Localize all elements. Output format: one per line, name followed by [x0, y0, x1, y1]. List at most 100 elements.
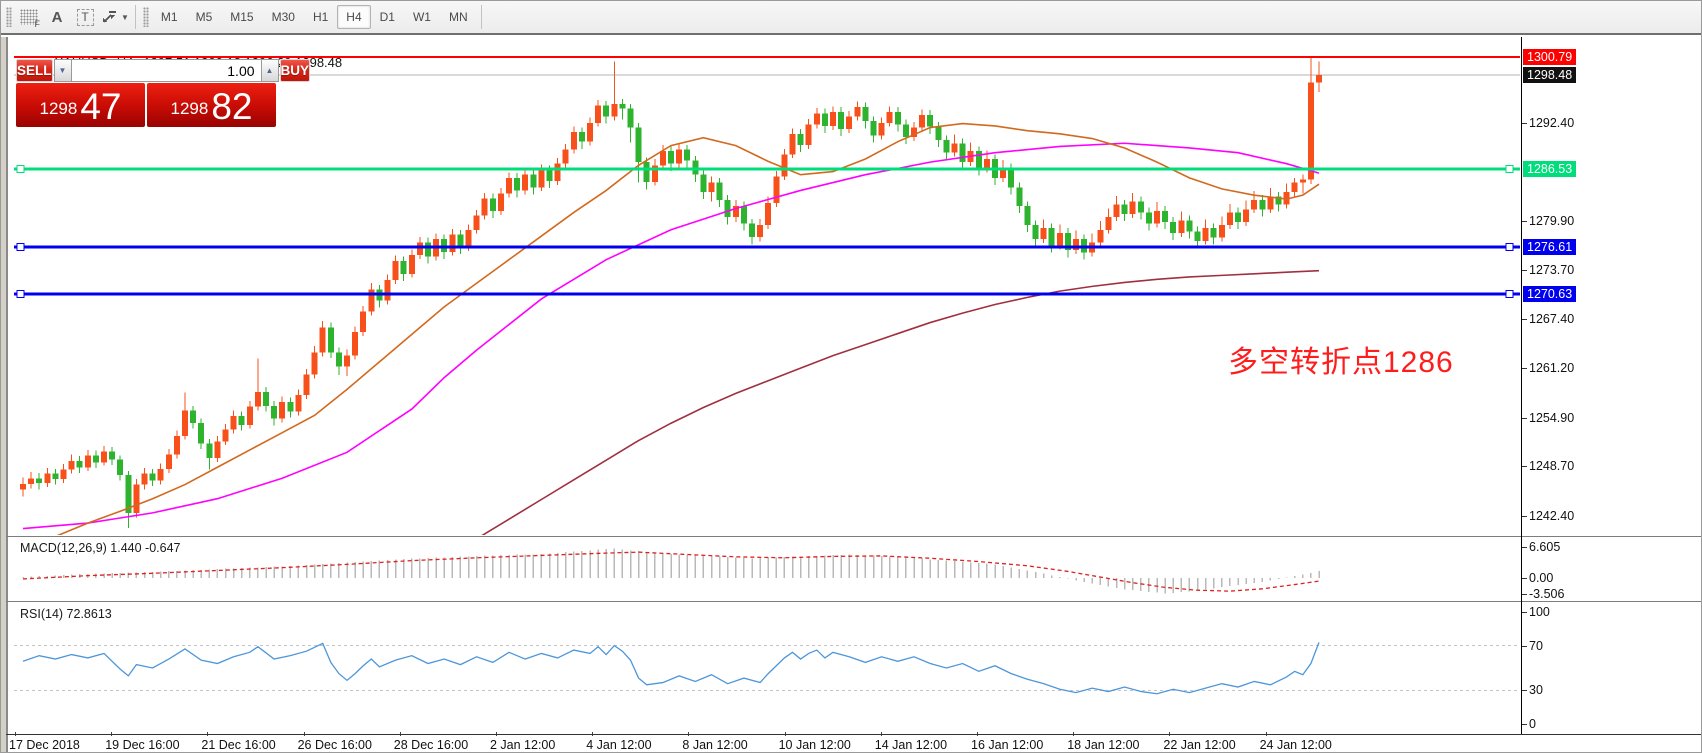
timeframe-button-H1[interactable]: H1: [312, 10, 329, 24]
timeframe-button-MN[interactable]: MN: [448, 10, 468, 24]
line-handle: [1505, 242, 1514, 252]
macd-panel-canvas[interactable]: [14, 538, 1520, 601]
scale-tick: [1522, 319, 1527, 321]
price-scale-label: 1261.20: [1529, 361, 1575, 376]
timeframe-button-H4[interactable]: H4: [337, 5, 371, 29]
buy-price-display: 1298 82: [147, 83, 276, 127]
time-axis-label: 17 Dec 2018: [9, 738, 80, 752]
window-frame: [6, 37, 8, 752]
text-a-icon: A: [51, 8, 63, 26]
rsi-line: [22, 642, 1320, 695]
rsi-panel-canvas[interactable]: [14, 603, 1520, 733]
text-label-tool-button[interactable]: A: [44, 4, 70, 30]
time-axis-label: 28 Dec 16:00: [393, 738, 469, 752]
time-axis-label: 10 Jan 12:00: [778, 738, 851, 752]
timeframe-button-W1[interactable]: W1: [412, 10, 431, 24]
scale-tick: [1522, 612, 1527, 613]
rsi-scale-label: 100: [1529, 605, 1550, 619]
scale-tick: [1522, 516, 1527, 517]
time-axis-label: 8 Jan 12:00: [682, 738, 748, 752]
macd-scale-label: 6.605: [1529, 539, 1561, 554]
macd-scale-label: -3.506: [1529, 587, 1565, 602]
price-scale-label: 1292.40: [1529, 115, 1575, 130]
volume-stepper: ▼ ▲: [53, 59, 279, 82]
scale-tick: [1522, 578, 1527, 579]
scale-tick: [1522, 221, 1527, 223]
time-axis-label: 16 Jan 12:00: [971, 738, 1044, 752]
sell-button[interactable]: SELL: [16, 59, 53, 82]
scale-tick: [1522, 466, 1527, 468]
sell-pips: 47: [80, 86, 122, 127]
price-scale-label: 1248.70: [1529, 459, 1575, 474]
grid-f-icon: F: [20, 9, 40, 29]
chart-window: ▲XAUUSD-,H41297.51 1300.18 1296.29 1298.…: [1, 37, 1701, 752]
buy-big-figure: 1298: [170, 99, 209, 118]
buy-button[interactable]: BUY: [279, 59, 311, 82]
time-axis-label: 2 Jan 12:00: [490, 738, 556, 752]
volume-decrease-button[interactable]: ▼: [53, 59, 72, 82]
time-axis-label: 24 Jan 12:00: [1259, 738, 1332, 752]
price-scale-badge: 1276.61: [1523, 238, 1577, 255]
time-axis-label: 18 Jan 12:00: [1067, 738, 1140, 752]
price-scale-label: 1242.40: [1529, 509, 1575, 523]
time-axis-label: 4 Jan 12:00: [586, 738, 652, 752]
scale-tick: [1522, 269, 1527, 271]
grid-f-tool-button[interactable]: F: [16, 4, 42, 30]
toolbar: F A T ▼ M1 M5 M15 M30 H1 H4 D1 W1 MN: [1, 1, 1701, 35]
time-axis-label: 21 Dec 16:00: [201, 738, 276, 752]
line-handle: [16, 289, 25, 299]
scale-tick: [1522, 645, 1527, 647]
timeframe-button-M1[interactable]: M1: [160, 10, 178, 24]
rsi-scale-label: 70: [1529, 638, 1543, 653]
price-scale-label: 1267.40: [1529, 312, 1575, 327]
sell-big-figure: 1298: [39, 99, 78, 118]
scale-tick: [1522, 546, 1527, 548]
line-handle: [1505, 164, 1514, 174]
time-axis-label: 19 Dec 16:00: [105, 738, 180, 752]
toolbar-drag-handle[interactable]: [6, 7, 12, 27]
price-scale-label: 1279.90: [1529, 214, 1575, 229]
time-axis-label: 26 Dec 16:00: [297, 738, 372, 752]
scale-tick: [1522, 594, 1527, 596]
rsi-scale-label: 0: [1529, 717, 1536, 731]
macd-indicator-label: MACD(12,26,9) 1.440 -0.647: [20, 541, 181, 555]
volume-input[interactable]: [71, 59, 261, 82]
sell-price-display: 1298 47: [16, 83, 145, 127]
timeframe-button-M15[interactable]: M15: [230, 10, 254, 24]
price-scale-badge: 1298.48: [1523, 67, 1577, 83]
buy-pips: 82: [211, 86, 253, 127]
rsi-scale-label: 30: [1529, 683, 1543, 698]
price-scale-label: 1273.70: [1529, 262, 1575, 277]
text-box-tool-button[interactable]: T: [72, 4, 98, 30]
price-scale-label: 1254.90: [1529, 410, 1575, 425]
timeframe-drag-handle[interactable]: [142, 7, 149, 27]
toolbar-separator: [134, 5, 136, 29]
rsi-indicator-label: RSI(14) 72.8613: [20, 607, 112, 621]
timeframe-button-D1[interactable]: D1: [379, 10, 395, 24]
line-handle: [16, 164, 25, 174]
tool-dropdown-caret: ▼: [121, 12, 129, 22]
chart-annotation-text[interactable]: 多空转折点1286: [1228, 346, 1454, 379]
scale-tick: [1522, 690, 1527, 692]
price-scale-badge: 1270.63: [1523, 286, 1577, 302]
time-axis-label: 14 Jan 12:00: [874, 738, 948, 752]
timeframe-bar: M1 M5 M15 M30 H1 H4 D1 W1 MN: [152, 5, 477, 29]
scale-tick: [1522, 417, 1527, 419]
price-scale-badge: 1300.79: [1523, 48, 1577, 65]
objects-tool-button[interactable]: ▼: [100, 4, 130, 30]
diagonal-arrows-icon: [103, 11, 116, 23]
timeframe-button-M30[interactable]: M30: [271, 10, 295, 24]
toolbar-separator-2: [480, 5, 482, 29]
macd-scale-label: 0.00: [1529, 571, 1554, 585]
scale-tick: [1522, 122, 1527, 124]
time-axis-label: 22 Jan 12:00: [1163, 738, 1236, 752]
price-scale-badge: 1286.53: [1523, 160, 1577, 177]
scale-tick: [1522, 724, 1527, 725]
volume-increase-button[interactable]: ▲: [260, 59, 279, 82]
price-chart-canvas[interactable]: [14, 37, 1520, 535]
text-t-icon: T: [76, 8, 94, 26]
timeframe-button-M5[interactable]: M5: [195, 10, 213, 24]
line-handle: [1505, 289, 1514, 299]
